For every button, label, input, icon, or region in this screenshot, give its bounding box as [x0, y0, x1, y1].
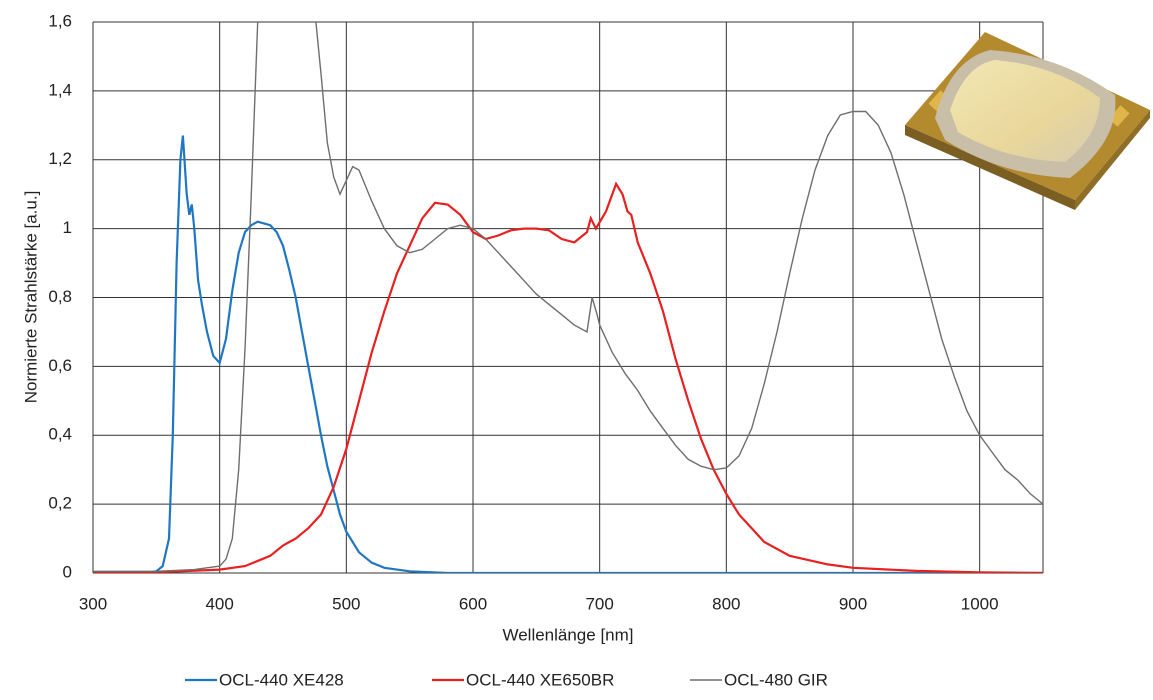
- x-tick-label: 800: [712, 594, 740, 613]
- x-tick-label: 500: [332, 594, 360, 613]
- x-tick-label: 400: [205, 594, 233, 613]
- x-tick-label: 1000: [961, 594, 999, 613]
- y-tick-label: 0,2: [48, 494, 72, 513]
- legend-label: OCL-440 XE428: [219, 670, 344, 689]
- y-axis-label: Normierte Strahlstärke [a.u.]: [21, 191, 40, 404]
- y-tick-label: 0,4: [48, 425, 72, 444]
- y-tick-label: 0,8: [48, 287, 72, 306]
- series-line: [93, 135, 1043, 573]
- legend: OCL-440 XE428 OCL-440 XE650BR OCL-480 GIR: [185, 670, 828, 689]
- x-axis-label: Wellenlänge [nm]: [502, 625, 633, 644]
- y-tick-label: 1,2: [48, 149, 72, 168]
- x-tick-label: 600: [459, 594, 487, 613]
- y-tick-label: 0: [63, 562, 72, 581]
- legend-label: OCL-480 GIR: [724, 670, 828, 689]
- grid: [92, 21, 1044, 574]
- x-tick-label: 700: [585, 594, 613, 613]
- series-line: [93, 181, 1043, 573]
- legend-label: OCL-440 XE650BR: [466, 670, 614, 689]
- plot-lines: [93, 22, 1043, 573]
- series-line: [93, 22, 1043, 572]
- led-image: [905, 32, 1150, 210]
- y-tick-label: 0,6: [48, 356, 72, 375]
- y-tick-label: 1,6: [48, 11, 72, 30]
- x-tick-label: 300: [79, 594, 107, 613]
- y-tick-label: 1,4: [48, 80, 72, 99]
- x-tick-label: 900: [839, 594, 867, 613]
- y-tick-label: 1: [63, 218, 72, 237]
